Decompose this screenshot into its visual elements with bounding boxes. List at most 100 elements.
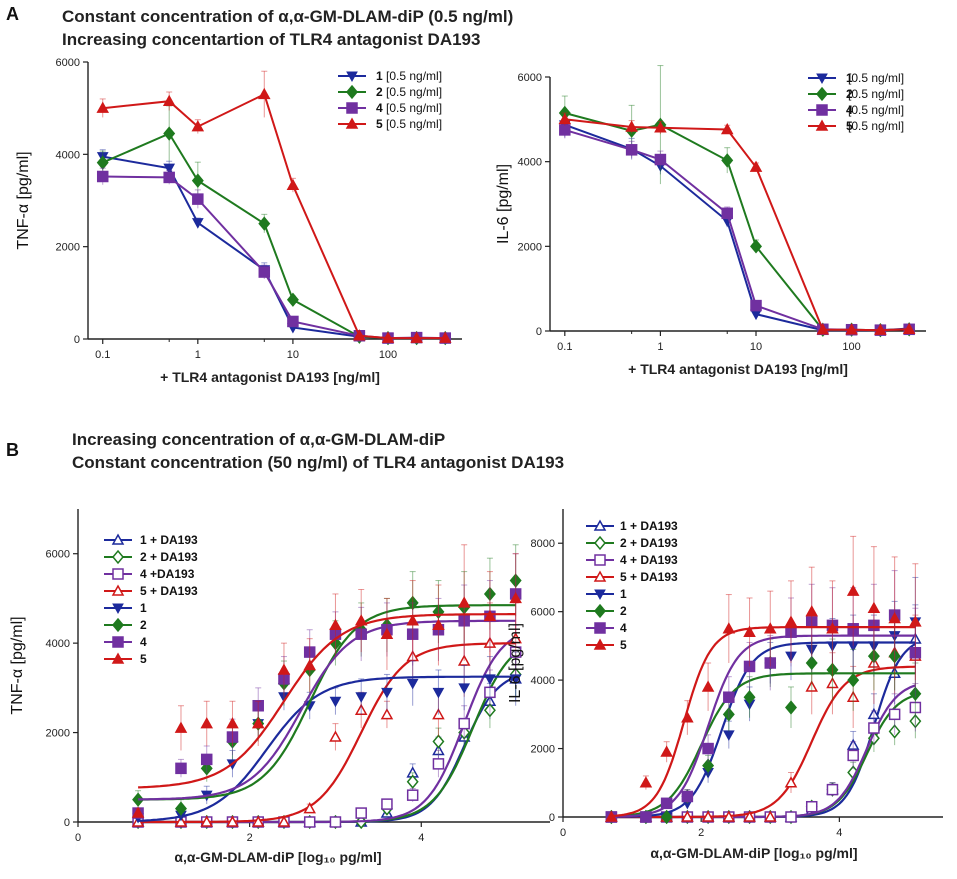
y-tick-label: 2000 bbox=[56, 242, 80, 254]
data-point bbox=[458, 717, 470, 730]
data-point bbox=[163, 163, 176, 175]
legend-label: 2 + DA193 bbox=[140, 550, 198, 564]
data-point bbox=[200, 717, 214, 729]
data-point bbox=[162, 94, 176, 106]
data-point bbox=[406, 614, 419, 626]
data-point bbox=[764, 657, 777, 669]
legend-marker bbox=[111, 652, 125, 664]
x-axis-label: α,α-GM-DLAM-diP [log₁₀ pg/ml] bbox=[650, 845, 857, 861]
data-point bbox=[329, 816, 342, 828]
series-1-da193 bbox=[131, 656, 522, 827]
legend-marker bbox=[112, 636, 124, 648]
data-point bbox=[888, 611, 901, 624]
legend-marker bbox=[816, 86, 828, 102]
data-point bbox=[909, 701, 922, 714]
y-tick-label: 0 bbox=[549, 812, 555, 824]
data-point bbox=[826, 662, 839, 678]
series-5 bbox=[96, 70, 452, 343]
legend-label: 4 bbox=[140, 635, 147, 649]
legend-label: 1 + DA193 bbox=[620, 519, 678, 533]
fit-curve bbox=[138, 675, 516, 822]
chart-b-right: 0 2000 4000 6000 8000 0 2 4 α,α-GM-DLAM-diP [log… bbox=[507, 509, 943, 861]
series-line bbox=[102, 132, 446, 340]
data-point bbox=[721, 153, 734, 168]
legend-label: 4 bbox=[376, 101, 383, 115]
legend-marker bbox=[594, 622, 606, 634]
legend-label: 5 + DA193 bbox=[620, 570, 678, 584]
legend-marker bbox=[594, 535, 606, 551]
data-point bbox=[785, 811, 797, 823]
data-point bbox=[902, 322, 916, 335]
series-1-da193 bbox=[605, 604, 922, 822]
data-point bbox=[805, 680, 819, 692]
data-point bbox=[721, 207, 733, 220]
legend-note: [0.5 ng/ml] bbox=[386, 85, 442, 99]
data-point bbox=[380, 708, 394, 720]
x-axis-label: + TLR4 antagonist DA193 [ng/ml] bbox=[160, 369, 380, 385]
x-tick-label: 0.1 bbox=[95, 349, 110, 361]
series-5 bbox=[558, 112, 916, 335]
data-point bbox=[909, 646, 922, 659]
data-point bbox=[867, 707, 881, 720]
data-point bbox=[252, 699, 264, 712]
data-point bbox=[509, 674, 522, 685]
data-point bbox=[191, 218, 204, 229]
data-point bbox=[681, 810, 694, 822]
legend-marker bbox=[345, 117, 359, 129]
data-point bbox=[826, 641, 839, 652]
panel-a-heading-line2: Increasing concentartion of TLR4 antagon… bbox=[62, 30, 481, 49]
legend-marker bbox=[346, 102, 358, 114]
data-point bbox=[406, 595, 419, 611]
x-tick-label: 0.1 bbox=[557, 341, 572, 353]
y-tick-label: 0 bbox=[536, 326, 542, 338]
legend-label: 2 bbox=[846, 87, 853, 101]
chart-a-left: 0 2000 4000 6000 0.1 1 10 100 + TLR4 antagonist … bbox=[15, 57, 462, 385]
data-point bbox=[131, 806, 145, 818]
data-point bbox=[192, 193, 204, 205]
data-point bbox=[258, 266, 271, 278]
data-point bbox=[96, 101, 110, 113]
data-point bbox=[277, 663, 291, 675]
data-point bbox=[175, 762, 187, 775]
data-point bbox=[406, 678, 419, 690]
legend-label: 1 + DA193 bbox=[140, 533, 198, 547]
y-tick-label: 4000 bbox=[46, 638, 70, 650]
data-point bbox=[132, 792, 145, 807]
chart-a-right: 0 2000 4000 6000 0.1 1 10 100 + TLR4 antagonist … bbox=[495, 65, 926, 377]
data-point bbox=[723, 691, 735, 703]
legend-note: [0.5 ng/ml] bbox=[386, 69, 442, 83]
data-point bbox=[805, 605, 819, 617]
data-point bbox=[909, 714, 922, 729]
legend-label: 1 bbox=[846, 71, 853, 85]
data-point bbox=[484, 686, 496, 699]
legend-label: 1 bbox=[376, 69, 383, 83]
data-point bbox=[432, 758, 445, 770]
legend-marker bbox=[594, 603, 606, 619]
data-point bbox=[743, 810, 756, 822]
legend-marker bbox=[112, 549, 124, 565]
legend-marker bbox=[815, 119, 829, 131]
series-line bbox=[564, 118, 910, 332]
data-point bbox=[720, 122, 734, 135]
series-1 bbox=[96, 149, 452, 345]
data-point bbox=[625, 144, 638, 156]
data-point bbox=[406, 650, 419, 662]
legend-label: 4 bbox=[620, 621, 627, 635]
legend-label: 5 bbox=[140, 652, 147, 666]
y-tick-label: 6000 bbox=[56, 57, 80, 69]
legend-marker bbox=[594, 554, 606, 566]
data-point bbox=[432, 734, 445, 749]
data-point bbox=[846, 690, 860, 702]
legend-note: [0.5 ng/ml] bbox=[848, 71, 904, 85]
legend-label: 2 bbox=[620, 604, 627, 618]
legend-marker bbox=[816, 104, 828, 116]
data-point bbox=[303, 646, 316, 658]
data-point bbox=[438, 331, 452, 343]
y-tick-label: 0 bbox=[64, 817, 70, 829]
legend-marker bbox=[593, 638, 607, 650]
y-tick-label: 2000 bbox=[46, 728, 70, 740]
panel-b-heading-line1: Increasing concentration of α,α-GM-DLAM-… bbox=[72, 430, 446, 449]
data-point bbox=[251, 815, 265, 827]
data-point bbox=[483, 703, 496, 718]
